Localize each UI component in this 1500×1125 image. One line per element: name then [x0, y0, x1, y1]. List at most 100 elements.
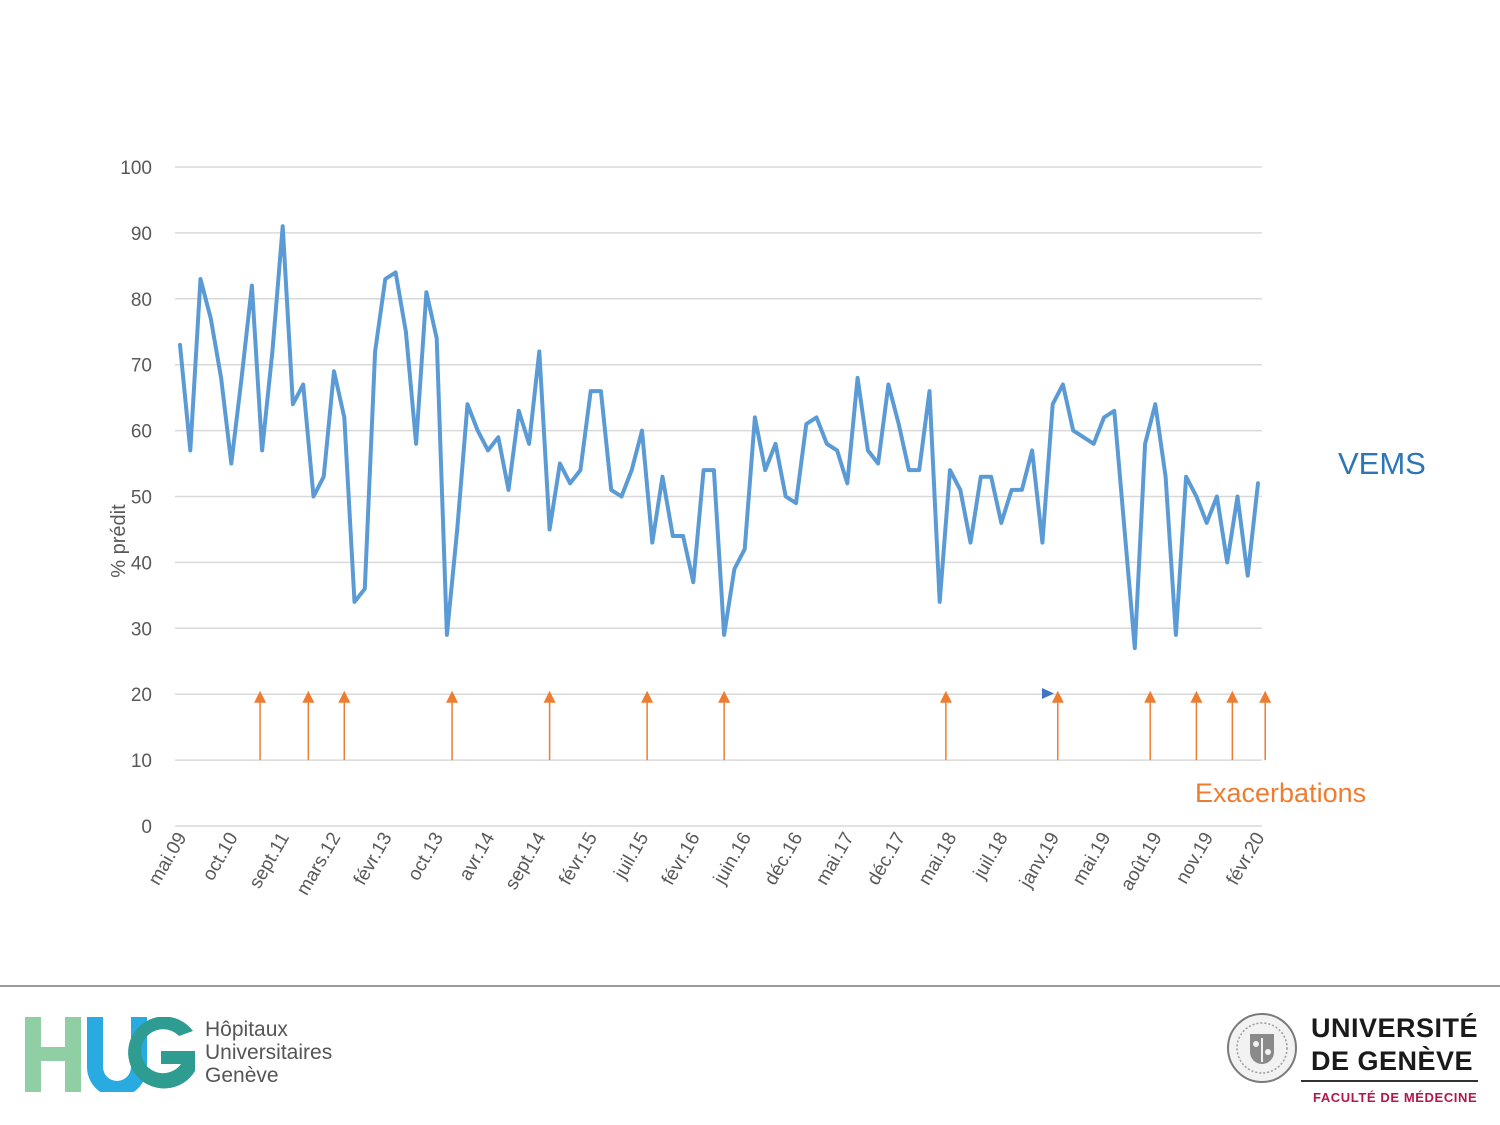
vems-data-point — [404, 330, 408, 334]
vems-data-point — [322, 475, 326, 479]
vems-data-point — [363, 587, 367, 591]
vems-data-point — [1061, 382, 1065, 386]
x-tick-label: mai.17 — [812, 829, 859, 889]
unige-name-line1: UNIVERSITÉ — [1311, 1013, 1479, 1043]
vems-data-point — [260, 448, 264, 452]
line-chart: 0 10 20 30 40 50 60 70 80 90 100 mai.09 oct.10 sept.… — [108, 158, 1272, 899]
vems-data-point — [373, 350, 377, 354]
vems-data-point — [1092, 442, 1096, 446]
vems-data-point — [630, 468, 634, 472]
vems-data-point — [927, 389, 931, 393]
vems-data-point — [1184, 475, 1188, 479]
vems-data-point — [989, 475, 993, 479]
x-tick-label: oct.10 — [199, 829, 243, 884]
vems-data-point — [1235, 495, 1239, 498]
exacerbation-arrow-icon — [543, 690, 556, 761]
exacerbation-arrow-icon — [1226, 690, 1239, 761]
vems-data-point — [1153, 402, 1157, 406]
exacerbation-arrow-icon — [1190, 690, 1203, 761]
exacerbation-arrow-icon — [254, 690, 267, 761]
vems-data-point — [219, 376, 223, 380]
legend-vems: VEMS — [1338, 446, 1426, 481]
vems-data-point — [969, 541, 973, 545]
unige-seal-icon — [1227, 1013, 1297, 1083]
vems-data-point — [743, 547, 747, 551]
hug-line1: Hôpitaux — [205, 1018, 288, 1041]
vems-data-point — [609, 488, 613, 492]
vems-data-point — [445, 633, 449, 637]
vems-data-point — [876, 462, 880, 466]
vems-data-point — [568, 481, 572, 485]
legend-exacerbations: Exacerbations — [1195, 778, 1367, 808]
vems-data-point — [907, 468, 911, 472]
x-tick-label: sept.14 — [501, 829, 551, 894]
vems-data-points — [178, 224, 1260, 650]
vems-data-point — [178, 343, 182, 347]
vems-data-point — [435, 336, 439, 340]
vems-data-point — [1040, 541, 1044, 545]
vems-data-point — [548, 527, 552, 531]
vems-data-point — [732, 567, 736, 571]
vems-data-point — [897, 422, 901, 426]
vems-data-point — [794, 501, 798, 505]
vems-data-point — [1081, 435, 1085, 439]
vems-data-point — [1143, 442, 1147, 446]
x-tick-label: mars.12 — [293, 829, 346, 899]
vems-data-point — [1071, 429, 1075, 433]
vems-data-point — [661, 475, 665, 479]
exacerbation-arrow-icon — [939, 690, 952, 761]
x-tick-label: févr.20 — [1223, 829, 1270, 889]
vems-data-point — [281, 224, 285, 228]
y-axis-ticks: 0 10 20 30 40 50 60 70 80 90 100 — [120, 158, 152, 838]
vems-data-point — [517, 409, 521, 413]
vems-data-point — [866, 448, 870, 452]
vems-data-point — [1246, 574, 1250, 578]
vems-data-point — [537, 350, 541, 354]
vems-data-point — [527, 442, 531, 446]
vems-data-point — [455, 527, 459, 531]
x-tick-label: mai.19 — [1069, 829, 1116, 889]
y-tick-label: 90 — [131, 224, 152, 245]
vems-data-point — [1112, 409, 1116, 413]
y-axis-title: % prédit — [108, 504, 130, 578]
exacerbation-arrow-icon — [1144, 690, 1157, 761]
unige-divider — [1301, 1080, 1478, 1082]
x-tick-label: janv.19 — [1015, 829, 1064, 892]
unige-name-line2: DE GENÈVE — [1311, 1046, 1474, 1076]
unige-faculty: FACULTÉ DE MÉDECINE — [1313, 1090, 1478, 1105]
vems-data-point — [1164, 475, 1168, 479]
x-tick-label: déc.17 — [863, 829, 910, 889]
vems-data-point — [753, 415, 757, 419]
vems-data-point — [1215, 495, 1219, 498]
y-tick-label: 80 — [131, 290, 152, 311]
x-tick-label: déc.16 — [761, 829, 808, 889]
vems-data-point — [589, 389, 593, 393]
vems-data-point — [199, 277, 203, 281]
grid-lines — [175, 166, 1262, 827]
vems-data-point — [979, 475, 983, 479]
vems-data-point — [476, 429, 480, 433]
blue-marker-arrow-icon — [1042, 688, 1054, 699]
vems-data-point — [424, 290, 428, 294]
vems-data-point — [1102, 415, 1106, 419]
vems-data-point — [825, 442, 829, 446]
vems-data-point — [229, 462, 233, 466]
x-tick-label: févr.13 — [350, 829, 397, 889]
vems-data-point — [856, 376, 860, 380]
vems-data-point — [1174, 633, 1178, 637]
y-tick-label: 0 — [141, 817, 152, 838]
vems-data-point — [804, 422, 808, 426]
vems-data-point — [1030, 448, 1034, 452]
vems-data-point — [311, 495, 315, 498]
exacerbation-arrow-icon — [718, 690, 731, 761]
x-tick-label: févr.16 — [658, 829, 705, 889]
exacerbation-arrow-icon — [338, 690, 351, 761]
vems-data-point — [845, 481, 849, 485]
vems-data-point — [1123, 527, 1127, 531]
vems-data-point — [496, 435, 500, 439]
exacerbation-arrow-icon — [641, 690, 654, 761]
x-tick-label: juil.15 — [610, 829, 654, 883]
vems-data-point — [712, 468, 716, 472]
vems-data-point — [999, 521, 1003, 525]
